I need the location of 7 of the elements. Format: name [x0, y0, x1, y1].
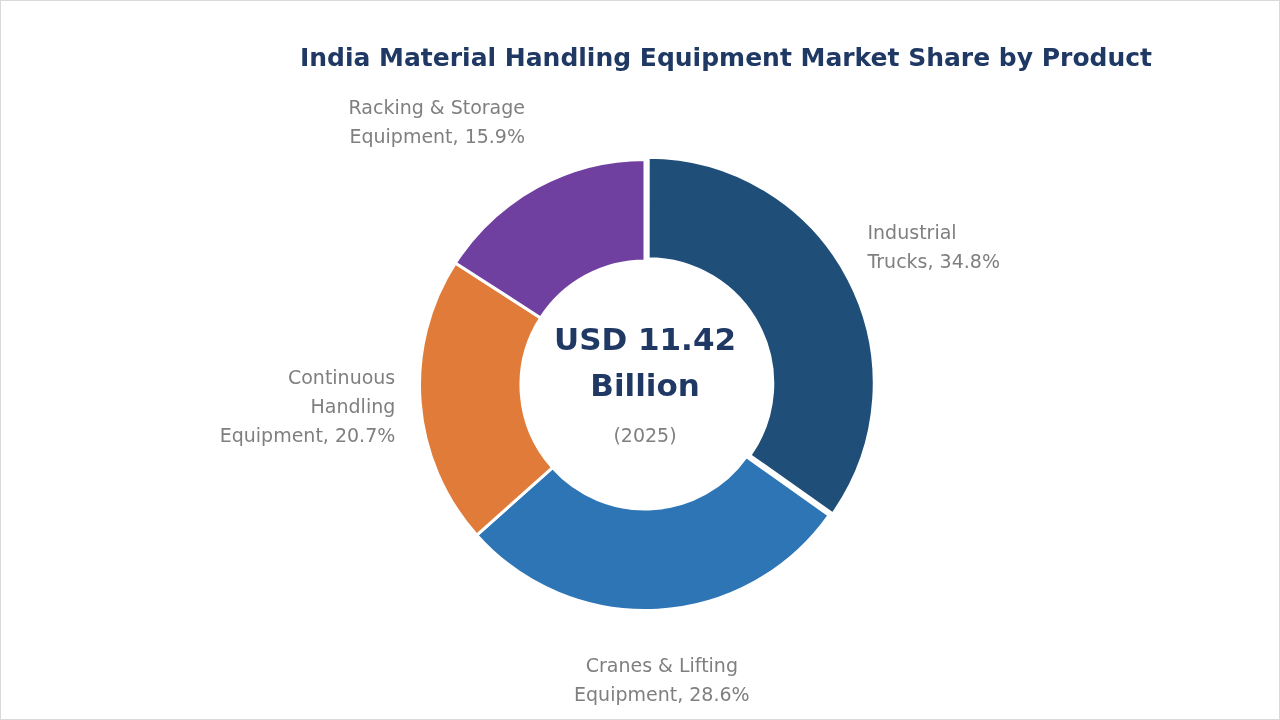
slice-label: Cranes & Lifting Equipment, 28.6% — [574, 654, 750, 706]
text: (2025) — [613, 423, 677, 446]
text: USD 11.42 Billion — [553, 321, 737, 404]
slice-label: Continuous Handling Equipment, 20.7% — [219, 366, 396, 447]
slice-label: Racking & Storage Equipment, 15.9% — [348, 96, 526, 148]
chart-title: India Material Handling Equipment Market Share by Product — [299, 42, 1153, 72]
slice-label: Industrial Trucks, 34.8% — [866, 220, 1000, 272]
